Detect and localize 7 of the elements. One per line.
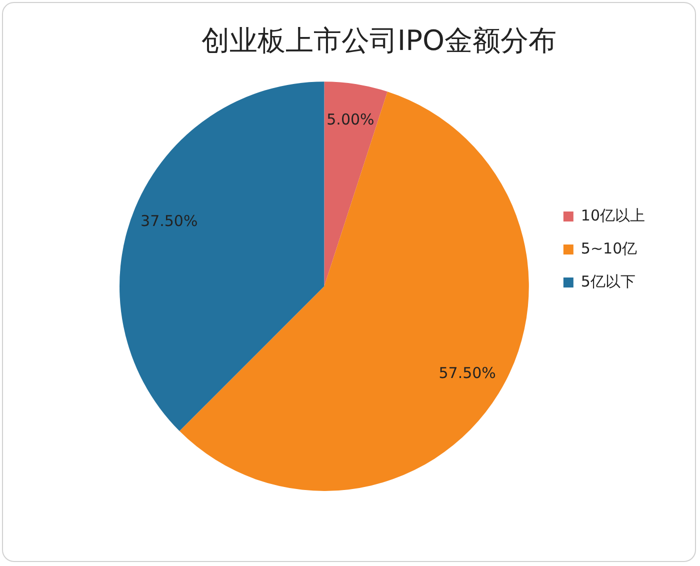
data-label: 37.50% (140, 212, 198, 230)
legend-label: 5~10亿 (580, 239, 638, 258)
data-label: 57.50% (438, 364, 496, 382)
legend-label: 5亿以下 (580, 272, 636, 290)
chart-title: 创业板上市公司IPO金额分布 (201, 24, 557, 58)
data-label: 5.00% (326, 110, 374, 128)
legend-label: 10亿以上 (580, 206, 646, 224)
